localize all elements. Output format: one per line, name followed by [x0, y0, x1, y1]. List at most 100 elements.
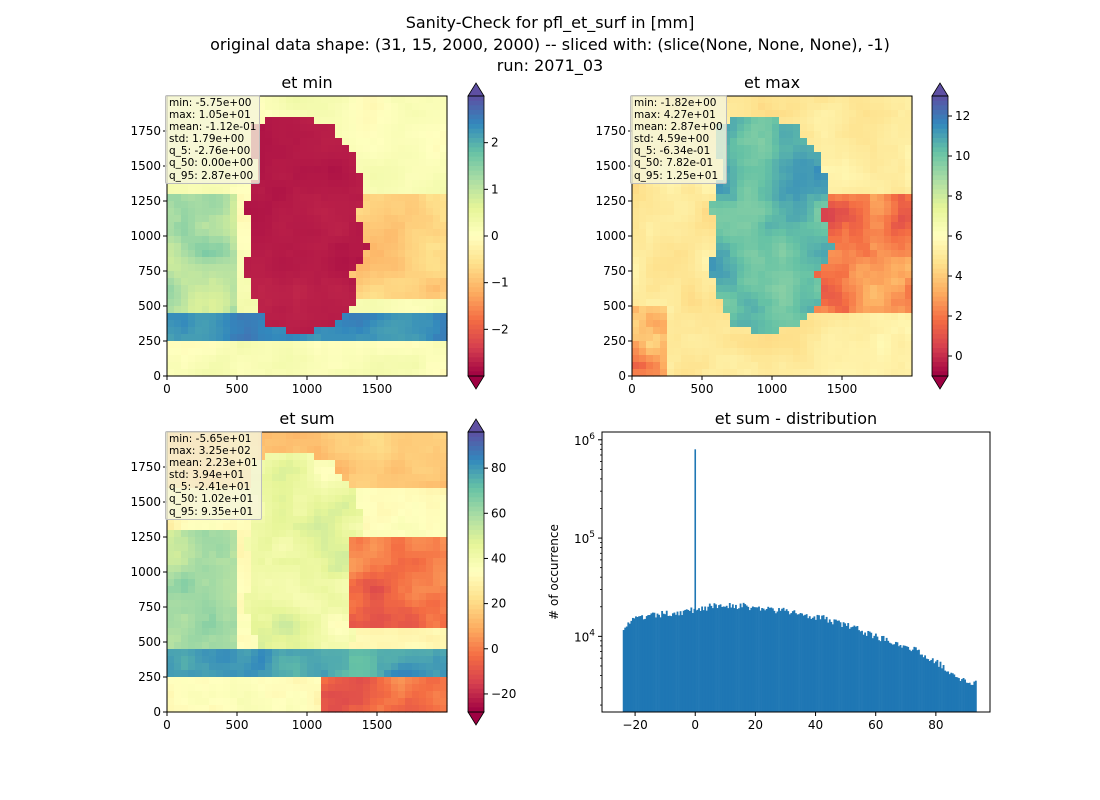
heatmap-cell: [272, 313, 280, 321]
heatmap-cell: [265, 117, 273, 125]
heatmap-cell: [800, 180, 808, 188]
heatmap-cell: [370, 474, 378, 482]
heatmap-cell: [835, 264, 843, 272]
heatmap-cell: [202, 285, 210, 293]
heatmap-cell: [877, 313, 885, 321]
heatmap-cell: [181, 579, 189, 587]
heatmap-cell: [265, 642, 273, 650]
heatmap-cell: [426, 467, 434, 475]
heatmap-cell: [272, 236, 280, 244]
heatmap-cell: [426, 96, 434, 104]
heatmap-cell: [821, 138, 829, 146]
heatmap-cell: [667, 348, 675, 356]
heatmap-cell: [632, 264, 640, 272]
heatmap-cell: [870, 173, 878, 181]
heatmap-cell: [426, 348, 434, 356]
heatmap-cell: [660, 222, 668, 230]
heatmap-cell: [751, 187, 759, 195]
heatmap-cell: [265, 145, 273, 153]
heatmap-cell: [884, 264, 892, 272]
heatmap-cell: [363, 544, 371, 552]
heatmap-cell: [821, 215, 829, 223]
heatmap-cell: [349, 537, 357, 545]
heatmap-cell: [356, 600, 364, 608]
heatmap-cell: [251, 285, 259, 293]
heatmap-cell: [307, 250, 315, 258]
heatmap-cell: [807, 313, 815, 321]
heatmap-cell: [230, 572, 238, 580]
heatmap-cell: [286, 523, 294, 531]
heatmap-cell: [202, 271, 210, 279]
heatmap-cell: [377, 502, 385, 510]
heatmap-cell: [384, 250, 392, 258]
heatmap-cell: [426, 446, 434, 454]
heatmap-cell: [370, 523, 378, 531]
heatmap-cell: [842, 320, 850, 328]
heatmap-cell: [223, 642, 231, 650]
heatmap-cell: [363, 593, 371, 601]
heatmap-cell: [398, 530, 406, 538]
heatmap-cell: [237, 530, 245, 538]
heatmap-cell: [272, 194, 280, 202]
heatmap-cell: [174, 313, 182, 321]
heatmap-cell: [660, 320, 668, 328]
heatmap-cell: [849, 103, 857, 111]
heatmap-cell: [293, 537, 301, 545]
heatmap-cell: [639, 327, 647, 335]
heatmap-cell: [342, 649, 350, 657]
heatmap-cell: [342, 236, 350, 244]
colorbar-tick-label: 2: [955, 309, 963, 323]
heatmap-cell: [702, 264, 710, 272]
colorbar-segment: [468, 273, 484, 279]
heatmap-cell: [314, 691, 322, 699]
heatmap-cell: [807, 145, 815, 153]
heatmap-cell: [660, 229, 668, 237]
heatmap-cell: [384, 586, 392, 594]
heatmap-cell: [856, 208, 864, 216]
heatmap-cell: [258, 621, 266, 629]
heatmap-cell: [314, 432, 322, 440]
heatmap-cell: [744, 320, 752, 328]
heatmap-cell: [842, 166, 850, 174]
heatmap-cell: [786, 110, 794, 118]
heatmap-cell: [765, 264, 773, 272]
heatmap-cell: [702, 299, 710, 307]
heatmap-cell: [265, 460, 273, 468]
heatmap-cell: [800, 138, 808, 146]
heatmap-cell: [335, 250, 343, 258]
heatmap-cell: [300, 502, 308, 510]
heatmap-cell: [870, 278, 878, 286]
heatmap-cell: [321, 166, 329, 174]
heatmap-cell: [293, 369, 301, 377]
heatmap-cell: [258, 257, 266, 265]
heatmap-cell: [405, 670, 413, 678]
heatmap-cell: [744, 131, 752, 139]
heatmap-cell: [202, 705, 210, 713]
heatmap-cell: [744, 201, 752, 209]
colorbar-segment: [932, 222, 948, 228]
heatmap-cell: [314, 201, 322, 209]
heatmap-cell: [800, 348, 808, 356]
heatmap-cell: [758, 173, 766, 181]
heatmap-cell: [758, 327, 766, 335]
heatmap-cell: [667, 285, 675, 293]
heatmap-cell: [209, 187, 217, 195]
heatmap-cell: [244, 565, 252, 573]
heatmap-cell: [849, 362, 857, 370]
heatmap-cell: [174, 292, 182, 300]
heatmap-cell: [842, 208, 850, 216]
heatmap-cell: [730, 103, 738, 111]
heatmap-cell: [244, 705, 252, 713]
heatmap-cell: [293, 159, 301, 167]
heatmap-cell: [279, 649, 287, 657]
heatmap-cell: [370, 299, 378, 307]
heatmap-cell: [195, 628, 203, 636]
heatmap-cell: [328, 320, 336, 328]
heatmap-cell: [800, 278, 808, 286]
heatmap-cell: [300, 684, 308, 692]
heatmap-cell: [419, 145, 427, 153]
heatmap-cell: [363, 208, 371, 216]
heatmap-cell: [384, 481, 392, 489]
heatmap-cell: [300, 208, 308, 216]
